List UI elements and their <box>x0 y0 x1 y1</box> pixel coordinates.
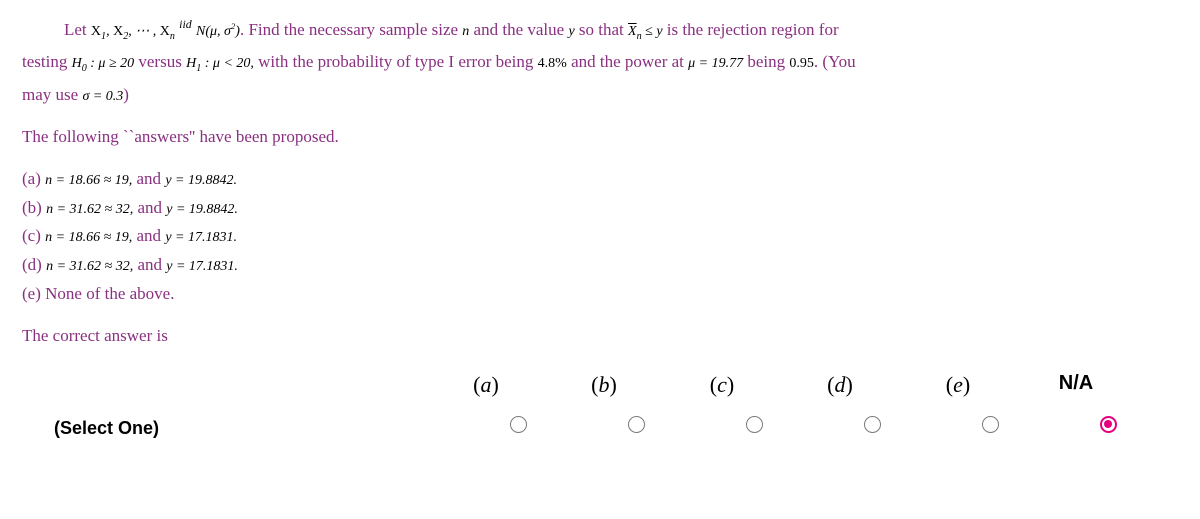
q-xbar: Xn ≤ y <box>628 24 663 39</box>
answer-b-mid: and <box>133 198 166 217</box>
answer-c: (c) n = 18.66 ≈ 19, and y = 17.1831. <box>22 224 1178 249</box>
answer-e: (e) None of the above. <box>22 282 1178 307</box>
options-header-row: (a) (b) (c) (d) (e) N/A <box>22 369 1178 401</box>
answer-b: (b) n = 31.62 ≈ 32, and y = 19.8842. <box>22 196 1178 221</box>
radio-col-d <box>813 416 931 441</box>
option-header-e-letter: e <box>953 372 963 397</box>
q-l3b: ) <box>123 85 129 104</box>
q-l2d: being <box>743 52 789 71</box>
correct-line: The correct answer is <box>22 324 1178 349</box>
answer-e-full: None of the above. <box>45 284 174 303</box>
answer-d-mid: and <box>133 255 166 274</box>
question-line-2: testing H0 : μ ≥ 20 versus H1 : μ < 20, … <box>22 50 1178 76</box>
option-header-a-letter: a <box>481 372 492 397</box>
q-l2a: testing <box>22 52 72 71</box>
radio-c[interactable] <box>746 416 763 433</box>
q-mid3: so that <box>575 20 628 39</box>
option-header-b-letter: b <box>599 372 610 397</box>
answer-e-label: (e) <box>22 284 45 303</box>
answer-c-mid: and <box>132 226 165 245</box>
answer-d-t2: y = 17.1831. <box>166 259 238 274</box>
q-alpha: 4.8% <box>538 56 567 71</box>
radio-col-c <box>695 416 813 441</box>
option-header-b: (b) <box>545 369 663 401</box>
q-h1: H1 : μ < 20, <box>186 56 254 71</box>
radio-na[interactable] <box>1100 416 1117 433</box>
q-l2c: and the power at <box>567 52 688 71</box>
question-line-3: may use σ = 0.3) <box>22 83 1178 108</box>
q-intro-prefix: Let <box>64 20 91 39</box>
q-seq: X1, X2, ⋯ , Xn <box>91 24 175 39</box>
answer-b-label: (b) <box>22 198 46 217</box>
option-header-a: (a) <box>427 369 545 401</box>
radio-col-a <box>459 416 577 441</box>
radio-a[interactable] <box>510 416 527 433</box>
q-h0: H0 : μ ≥ 20 <box>72 56 135 71</box>
radio-b[interactable] <box>628 416 645 433</box>
answer-d: (d) n = 31.62 ≈ 32, and y = 17.1831. <box>22 253 1178 278</box>
q-mid2: and the value <box>469 20 568 39</box>
q-mid4: is the rejection region for <box>663 20 839 39</box>
radio-e[interactable] <box>982 416 999 433</box>
answer-c-t1: n = 18.66 ≈ 19, <box>45 230 132 245</box>
question-block: Let X1, X2, ⋯ , Xn iid N(μ, σ2). Find th… <box>22 18 1178 107</box>
options-header: (a) (b) (c) (d) (e) N/A <box>427 369 1135 401</box>
q-l2b: with the probability of type I error bei… <box>254 52 538 71</box>
answer-b-t2: y = 19.8842. <box>166 202 238 217</box>
option-header-c: (c) <box>663 369 781 401</box>
answer-a-label: (a) <box>22 169 45 188</box>
option-header-c-letter: c <box>717 372 727 397</box>
option-header-d-letter: d <box>835 372 846 397</box>
answer-b-t1: n = 31.62 ≈ 32, <box>46 202 133 217</box>
answers-header: The following ``answers'' have been prop… <box>22 125 1178 150</box>
question-line-1: Let X1, X2, ⋯ , Xn iid N(μ, σ2). Find th… <box>22 18 1178 44</box>
answer-a-mid: and <box>132 169 165 188</box>
answer-c-label: (c) <box>22 226 45 245</box>
q-sigma: σ = 0.3 <box>82 89 123 104</box>
answers-list: (a) n = 18.66 ≈ 19, and y = 19.8842. (b)… <box>22 167 1178 306</box>
radio-d[interactable] <box>864 416 881 433</box>
q-power: 0.95 <box>789 56 814 71</box>
answer-d-label: (d) <box>22 255 46 274</box>
q-versus: versus <box>134 52 186 71</box>
radio-col-na <box>1049 416 1167 441</box>
answer-a: (a) n = 18.66 ≈ 19, and y = 19.8842. <box>22 167 1178 192</box>
q-l3a: may use <box>22 85 82 104</box>
q-l2e: . (You <box>814 52 856 71</box>
option-header-d: (d) <box>781 369 899 401</box>
answer-d-t1: n = 31.62 ≈ 32, <box>46 259 133 274</box>
radio-col-e <box>931 416 1049 441</box>
q-dist: N(μ, σ2) <box>196 24 240 39</box>
option-header-na: N/A <box>1017 369 1135 401</box>
q-mu: μ = 19.77 <box>688 56 743 71</box>
header-spacer <box>22 369 427 401</box>
option-header-e: (e) <box>899 369 1017 401</box>
iid-label: iid <box>179 17 192 31</box>
options-radios <box>459 416 1167 441</box>
select-one-label: (Select One) <box>22 415 459 441</box>
select-row: (Select One) <box>22 415 1178 441</box>
q-mid1: . Find the necessary sample size <box>240 20 462 39</box>
answer-a-t1: n = 18.66 ≈ 19, <box>45 173 132 188</box>
radio-col-b <box>577 416 695 441</box>
answer-a-t2: y = 19.8842. <box>165 173 237 188</box>
answer-c-t2: y = 17.1831. <box>165 230 237 245</box>
